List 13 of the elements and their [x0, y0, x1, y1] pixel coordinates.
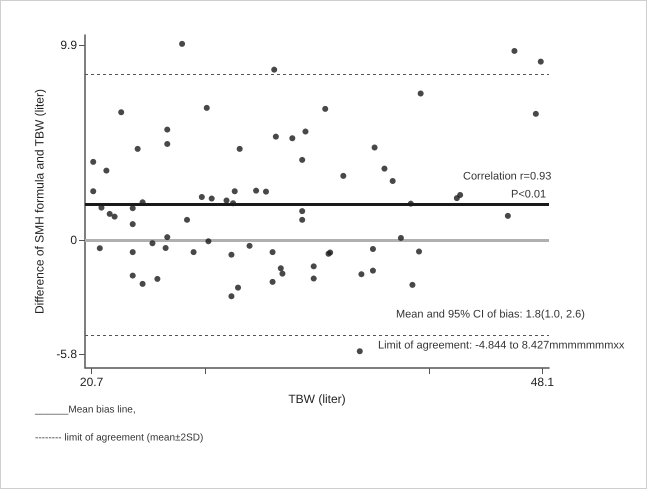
- x-axis-title: TBW (liter): [288, 392, 346, 406]
- y-axis-title: Difference of SMH formula and TBW (liter): [32, 89, 46, 314]
- y-tick-label: 0: [70, 232, 78, 247]
- annotation: Limit of agreement: -4.844 to 8.427mmmmmmmxx: [378, 340, 625, 352]
- x-tick-label: 20.7: [80, 375, 104, 389]
- text: -------- limit of agreement (mean±2SD): [35, 432, 204, 444]
- x-tick-label: 48.1: [530, 375, 554, 389]
- annotation: Correlation r=0.93: [463, 170, 552, 182]
- text: ______Mean bias line,: [34, 404, 136, 416]
- annotation: P<0.01: [511, 188, 546, 200]
- y-tick-label: 9.9: [60, 38, 78, 52]
- annotation: Mean and 95% CI of bias: 1.8(1.0, 2.6): [396, 308, 585, 320]
- y-tick-label: -5.8: [56, 347, 78, 362]
